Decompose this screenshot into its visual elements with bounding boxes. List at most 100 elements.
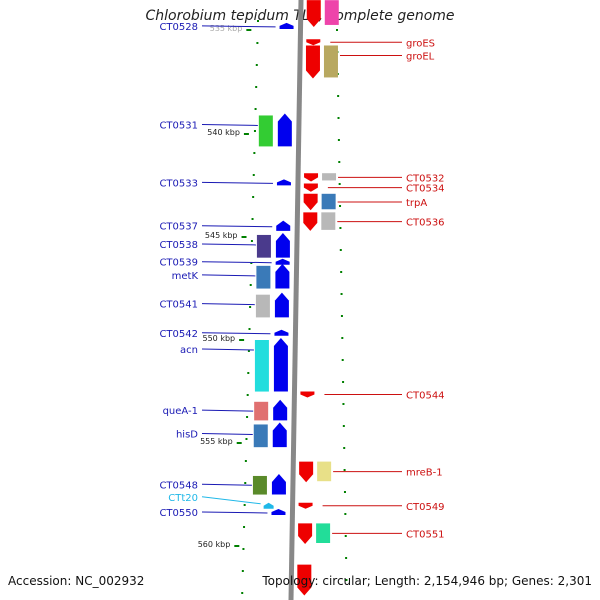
tick-mark bbox=[248, 328, 251, 330]
gene-arrow bbox=[275, 263, 290, 289]
gene-arrow bbox=[297, 564, 312, 596]
cog-box bbox=[254, 340, 269, 392]
tick-mark bbox=[257, 20, 259, 22]
tick-marks bbox=[241, 20, 348, 594]
tick-mark bbox=[253, 152, 256, 154]
tick-mark bbox=[339, 249, 342, 251]
tick-mark bbox=[243, 504, 246, 506]
scale-label: 540 kbp bbox=[207, 128, 240, 137]
gene-label[interactable]: CTt20 bbox=[168, 493, 198, 504]
tick-mark bbox=[339, 205, 342, 207]
gene-label[interactable]: CT0544 bbox=[406, 391, 445, 402]
scale-tick bbox=[243, 133, 249, 135]
gene-leader bbox=[201, 432, 253, 435]
scale-label: 550 kbp bbox=[203, 334, 236, 343]
gene-arrow bbox=[304, 173, 319, 182]
gene-label[interactable]: CT0528 bbox=[159, 22, 198, 33]
gene-label[interactable]: CT0549 bbox=[406, 502, 445, 513]
gene-arrow bbox=[306, 39, 321, 46]
tick-mark bbox=[241, 592, 244, 594]
gene-label[interactable]: CT0533 bbox=[159, 178, 198, 189]
scale-label: 555 kbp bbox=[200, 437, 233, 446]
scale-label: 535 kbp bbox=[210, 24, 243, 33]
gene-leader bbox=[201, 181, 273, 184]
tick-mark bbox=[256, 42, 259, 44]
gene-label[interactable]: CT0532 bbox=[406, 173, 445, 184]
gene-label[interactable]: CT0536 bbox=[406, 218, 445, 229]
gene-leader bbox=[201, 303, 255, 306]
gene-arrow bbox=[272, 422, 287, 448]
gene-leader bbox=[201, 123, 258, 126]
gene-label[interactable]: CT0542 bbox=[159, 329, 198, 340]
tick-mark bbox=[249, 306, 252, 308]
tick-mark bbox=[342, 381, 345, 383]
gene-arrow bbox=[299, 461, 314, 483]
gene-leader bbox=[201, 274, 256, 277]
tick-mark bbox=[344, 513, 347, 515]
scale-tick bbox=[239, 339, 245, 341]
tick-mark bbox=[247, 350, 250, 352]
gene-label[interactable]: mreB-1 bbox=[406, 468, 443, 479]
gene-label[interactable]: groEL bbox=[406, 51, 435, 62]
gene-leader bbox=[201, 483, 252, 486]
gene-arrow bbox=[279, 22, 294, 29]
tick-mark bbox=[337, 139, 340, 141]
tick-mark bbox=[340, 293, 343, 295]
tick-mark bbox=[255, 64, 258, 66]
gene-arrow bbox=[274, 329, 289, 336]
gene-leader bbox=[201, 225, 273, 228]
gene-label[interactable]: queA-1 bbox=[163, 406, 198, 417]
gene-leader bbox=[201, 243, 256, 246]
gene-label[interactable]: CT0531 bbox=[159, 120, 198, 131]
tick-mark bbox=[246, 416, 249, 418]
trna-arrow bbox=[263, 502, 274, 509]
gene-label[interactable]: metK bbox=[172, 271, 199, 282]
left-gene-track: CT0528 CT0531 CT0533 CT0537 CT0538 CT0539 metK… bbox=[159, 22, 294, 519]
gene-arrow bbox=[298, 502, 313, 509]
gene-label[interactable]: CT0551 bbox=[406, 529, 445, 540]
scale-tick bbox=[234, 545, 240, 547]
gene-arrow bbox=[277, 113, 292, 147]
tick-mark bbox=[338, 183, 341, 185]
gene-arrow bbox=[276, 179, 291, 186]
gene-arrow bbox=[274, 292, 289, 318]
scale-tick bbox=[241, 236, 247, 238]
gene-label[interactable]: CT0537 bbox=[159, 222, 198, 233]
gene-label[interactable]: CT0539 bbox=[159, 258, 198, 269]
tick-mark bbox=[340, 315, 343, 317]
gene-label[interactable]: CT0550 bbox=[159, 508, 198, 519]
gene-leader bbox=[201, 496, 261, 505]
gene-label[interactable]: CT0541 bbox=[159, 300, 198, 311]
cog-box bbox=[322, 173, 337, 181]
gene-label[interactable]: CT0538 bbox=[159, 240, 198, 251]
gene-arrow bbox=[275, 258, 290, 265]
tick-mark bbox=[341, 337, 344, 339]
gene-leader bbox=[201, 25, 276, 28]
tick-mark bbox=[345, 579, 348, 581]
topology-label: Topology: circular; Length: 2,154,946 bp… bbox=[262, 574, 592, 588]
gene-leader bbox=[201, 409, 254, 412]
gene-arrow bbox=[300, 391, 315, 398]
tick-mark bbox=[250, 262, 253, 264]
gene-leader bbox=[201, 511, 268, 514]
scale-label: 545 kbp bbox=[205, 231, 238, 240]
tick-mark bbox=[339, 227, 342, 229]
tick-mark bbox=[247, 372, 250, 374]
tick-mark bbox=[252, 174, 255, 176]
gene-label[interactable]: trpA bbox=[406, 198, 427, 209]
gene-label[interactable]: acn bbox=[180, 345, 198, 356]
gene-arrow bbox=[276, 220, 291, 231]
tick-mark bbox=[255, 86, 258, 88]
scale-label: 560 kbp bbox=[198, 540, 231, 549]
gene-label[interactable]: CT0534 bbox=[406, 184, 445, 195]
tick-mark bbox=[344, 535, 347, 537]
tick-mark bbox=[342, 403, 345, 405]
tick-mark bbox=[253, 130, 256, 132]
gene-label[interactable]: hisD bbox=[176, 429, 198, 440]
scale-labels: 535 kbp 540 kbp 545 kbp 550 kbp 555 kbp 560 k… bbox=[198, 24, 252, 549]
gene-label[interactable]: groES bbox=[406, 38, 435, 49]
gene-label[interactable]: CT0548 bbox=[159, 480, 198, 491]
scale-tick bbox=[246, 29, 252, 31]
